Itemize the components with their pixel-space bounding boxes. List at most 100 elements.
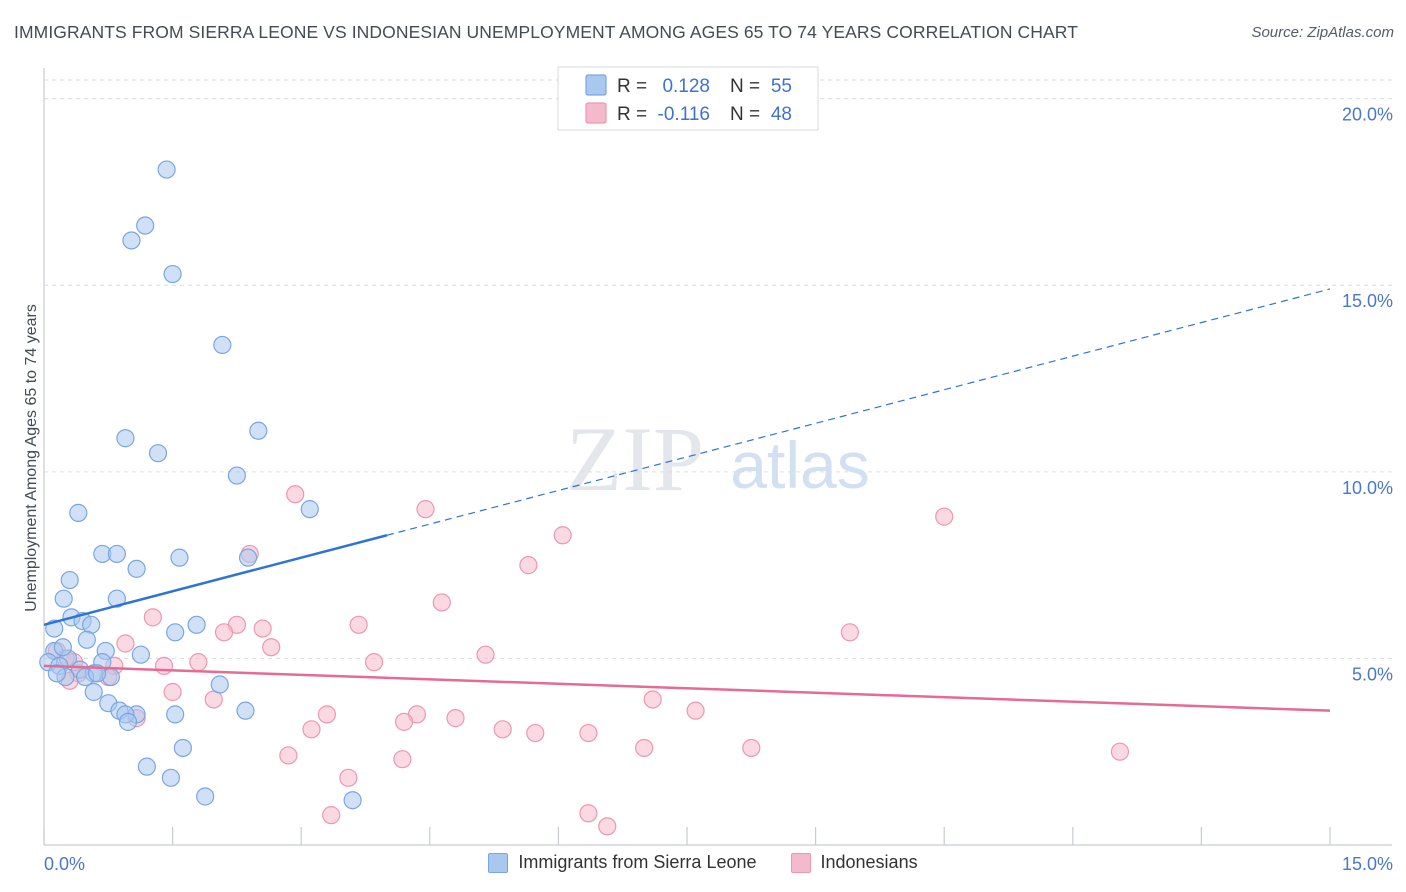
legend-r-value-2: -0.116: [658, 104, 710, 125]
indonesians-point: [598, 817, 617, 836]
sierra-leone-trend-dashed: [386, 288, 1331, 536]
sierra-leone-point: [163, 264, 182, 284]
indonesians-point: [189, 653, 208, 672]
sierra-leone-point: [60, 570, 79, 590]
sierra-leone-point: [136, 216, 155, 235]
sierra-leone-point: [127, 559, 146, 578]
indonesians-points: [47, 485, 1130, 836]
tick-labels: 5.0% 10.0% 15.0% 20.0% 0.0% 15.0%: [44, 105, 1393, 874]
indonesians-point: [553, 526, 572, 545]
sierra-leone-point: [116, 429, 135, 448]
sierra-leone-point: [187, 615, 206, 634]
sierra-leone-point: [131, 645, 150, 664]
indonesians-point: [635, 738, 654, 758]
sierra-leone-point: [53, 638, 72, 657]
legend-swatch-indonesians: [585, 102, 607, 124]
x-tick-label-min: 0.0%: [44, 854, 85, 874]
indonesians-point: [416, 500, 435, 519]
y-tick-label: 20.0%: [1342, 105, 1393, 125]
indonesians-trend: [43, 664, 1331, 712]
indonesians-point: [476, 645, 495, 664]
sierra-leone-point: [227, 466, 246, 485]
sierra-leone-point: [157, 160, 176, 179]
indonesians-point: [253, 619, 272, 638]
sierra-leone-point: [118, 712, 138, 731]
sierra-leone-point: [166, 623, 185, 642]
legend-n-label-2: N =: [730, 104, 760, 125]
sierra-leone-point: [238, 548, 258, 567]
indonesians-point: [446, 709, 465, 728]
indonesians-point: [116, 634, 135, 653]
sierra-leone-point: [343, 791, 362, 810]
sierra-leone-point: [210, 675, 229, 694]
legend-r-label-2: R =: [617, 104, 647, 125]
y-tick-label: 5.0%: [1352, 664, 1393, 684]
chart-title: IMMIGRANTS FROM SIERRA LEONE VS INDONESI…: [14, 22, 1079, 42]
sierra-leone-point: [107, 544, 126, 564]
sierra-leone-point: [82, 615, 101, 634]
indonesians-point: [742, 738, 761, 758]
sierra-leone-point: [107, 589, 126, 608]
x-tick-label-max: 15.0%: [1342, 854, 1393, 874]
sierra-leone-point: [213, 335, 232, 355]
indonesians-point: [339, 768, 358, 787]
correlation-legend: R = 0.128 N = 55 R = -0.116 N = 48: [557, 66, 819, 131]
legend-swatch-pink: [790, 852, 811, 873]
series-legend: Immigrants from Sierra Leone Indonesians: [0, 852, 1406, 873]
legend-item-indonesians: Indonesians: [790, 852, 918, 873]
y-tick-label: 10.0%: [1342, 478, 1393, 498]
sierra-leone-point: [122, 231, 141, 250]
indonesians-point: [279, 746, 298, 765]
legend-swatch-blue: [488, 852, 509, 873]
legend-n-value-1: 55: [771, 76, 792, 97]
indonesians-point: [579, 804, 598, 823]
trend-lines: [43, 288, 1331, 712]
sierra-leone-point: [69, 503, 88, 522]
sierra-leone-point: [236, 701, 255, 720]
watermark-zip: ZIP: [566, 408, 704, 510]
indonesians-point: [643, 690, 662, 709]
sierra-leone-point: [137, 757, 156, 776]
sierra-leone-point: [196, 787, 215, 806]
legend-n-label-1: N =: [730, 76, 760, 97]
indonesians-point: [322, 806, 341, 825]
sierra-leone-point: [300, 500, 319, 519]
legend-r-label-1: R =: [617, 76, 647, 97]
indonesians-point: [154, 656, 174, 675]
indonesians-point: [935, 507, 954, 526]
legend-n-value-2: 48: [771, 104, 792, 125]
legend-swatch-sierra-leone: [585, 74, 607, 96]
sierra-leone-point: [173, 738, 192, 758]
sierra-leone-trend-solid: [43, 534, 388, 627]
indonesians-point: [1110, 742, 1130, 761]
sierra-leone-point: [249, 421, 268, 440]
y-tick-label: 15.0%: [1342, 291, 1393, 311]
indonesians-point: [143, 608, 162, 627]
sierra-leone-point: [84, 682, 103, 702]
sierra-leone-point: [54, 589, 73, 608]
indonesians-point: [214, 623, 234, 642]
watermark-atlas: atlas: [730, 428, 869, 502]
sierra-leone-point: [166, 705, 185, 724]
indonesians-point: [163, 682, 182, 702]
sierra-leone-point: [77, 630, 96, 649]
indonesians-point: [394, 712, 414, 731]
indonesians-point: [519, 556, 538, 575]
indonesians-point: [364, 653, 384, 672]
sierra-leone-points: [39, 160, 362, 810]
indonesians-point: [286, 485, 305, 504]
axes: [43, 68, 1392, 846]
indonesians-point: [493, 720, 512, 739]
indonesians-point: [349, 615, 368, 634]
y-axis-label: Unemployment Among Ages 65 to 74 years: [23, 304, 40, 612]
indonesians-point: [262, 638, 281, 657]
indonesians-point: [840, 623, 859, 642]
indonesians-point: [526, 723, 545, 743]
legend-label-sierra-leone: Immigrants from Sierra Leone: [518, 852, 757, 872]
sierra-leone-point: [170, 548, 189, 567]
sierra-leone-point: [161, 768, 180, 787]
indonesians-point: [393, 750, 412, 769]
legend-item-sierra-leone: Immigrants from Sierra Leone: [488, 852, 757, 873]
indonesians-point: [302, 720, 321, 739]
